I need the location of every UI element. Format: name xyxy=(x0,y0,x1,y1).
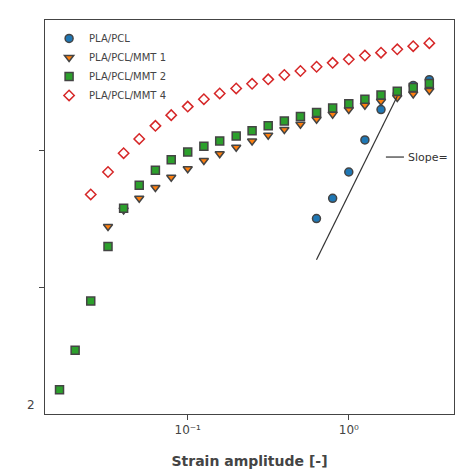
svg-text:10⁻¹: 10⁻¹ xyxy=(175,423,202,437)
svg-text:PLA/PCL: PLA/PCL xyxy=(89,33,130,44)
svg-text:2: 2 xyxy=(27,398,35,412)
svg-text:Slope=: Slope= xyxy=(408,151,448,164)
svg-text:PLA/PCL/MMT 2: PLA/PCL/MMT 2 xyxy=(89,71,166,82)
svg-text:PLA/PCL/MMT 4: PLA/PCL/MMT 4 xyxy=(89,90,166,101)
svg-text:10⁰: 10⁰ xyxy=(339,423,359,437)
svg-text:Strain amplitude [-]: Strain amplitude [-] xyxy=(171,453,327,469)
svg-text:PLA/PCL/MMT 1: PLA/PCL/MMT 1 xyxy=(89,52,166,63)
